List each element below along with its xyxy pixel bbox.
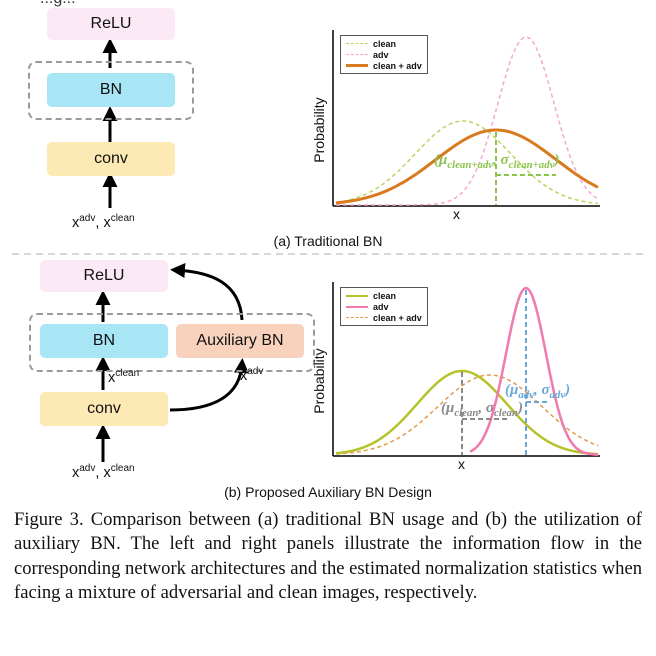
chart-a-mix-curve xyxy=(335,128,599,205)
chart-b-adv-curve xyxy=(469,286,599,456)
relu-block-b: ReLU xyxy=(40,260,168,292)
bn-block-b: BN xyxy=(40,324,168,358)
chart-b-xlabel: x xyxy=(458,456,465,472)
arrow-conv-to-aux-bn xyxy=(169,358,249,412)
adv-label-b: xadv xyxy=(240,366,264,384)
figure: ...g... ReLU BN conv xadv, xclean Probab… xyxy=(12,0,644,500)
chart-a-stat-annotation: (μclean+adv, σclean+adv) xyxy=(434,152,560,171)
chart-b-adv-stat-annotation: (μadv, σadv) xyxy=(505,382,571,401)
chart-b-legend: clean adv clean + adv xyxy=(340,287,428,326)
conv-block-b: conv xyxy=(40,392,168,426)
chart-a-ylabel: Probability xyxy=(311,97,327,163)
chart-b-legend-mix: clean + adv xyxy=(346,312,422,323)
chart-a-legend-adv: adv xyxy=(346,49,422,60)
chart-a-legend-clean: clean xyxy=(346,38,422,49)
bn-dashed-box-b xyxy=(29,313,315,372)
chart-b-clean-curve xyxy=(335,369,599,456)
chart-b-legend-adv: adv xyxy=(346,301,422,312)
chart-b-ylabel: Probability xyxy=(311,348,327,414)
chart-b-mix-curve xyxy=(335,374,599,455)
cropped-top-text: ...g... xyxy=(40,0,76,8)
subtitle-a: (a) Traditional BN xyxy=(273,233,383,249)
clean-label-b: xclean xyxy=(108,368,140,386)
chart-b-clean-stat-annotation: (μclean, σclean) xyxy=(441,400,523,419)
figure-art xyxy=(12,30,644,462)
input-label-b: xadv, xclean xyxy=(72,463,135,481)
chart-a-legend-mix: clean + adv xyxy=(346,60,422,71)
bn-dashed-box-a xyxy=(28,61,194,120)
relu-block-a: ReLU xyxy=(47,8,175,40)
figure-caption: Figure 3. Comparison between (a) traditi… xyxy=(14,509,642,604)
chart-a-xlabel: x xyxy=(453,206,460,222)
input-label-a: xadv, xclean xyxy=(72,213,135,231)
chart-b xyxy=(332,282,600,457)
chart-a xyxy=(332,30,600,207)
chart-a-legend: clean adv clean + adv xyxy=(340,35,428,74)
conv-block-a: conv xyxy=(47,142,175,176)
chart-a-adv-curve xyxy=(336,36,599,206)
aux-bn-block-b: Auxiliary BN xyxy=(176,324,304,358)
chart-b-legend-clean: clean xyxy=(346,290,422,301)
bn-block-a: BN xyxy=(47,73,175,107)
arrow-aux-bn-to-relu xyxy=(170,263,244,321)
subtitle-b: (b) Proposed Auxiliary BN Design xyxy=(224,484,432,500)
